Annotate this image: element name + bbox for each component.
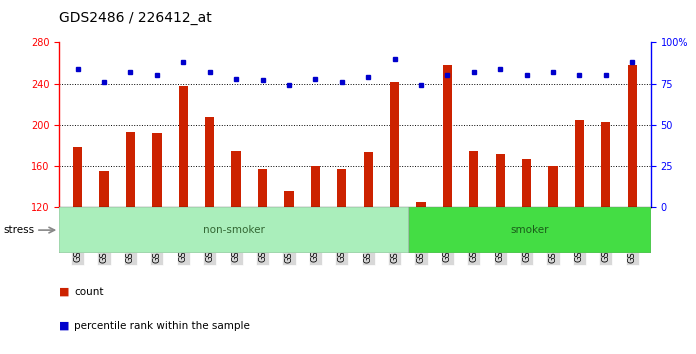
Bar [59, 207, 409, 253]
Text: count: count [74, 287, 104, 297]
Text: GDS2486 / 226412_at: GDS2486 / 226412_at [59, 11, 212, 25]
Bar [522, 159, 531, 331]
Bar [575, 120, 584, 331]
Bar [443, 65, 452, 331]
Bar [152, 133, 161, 331]
Bar [73, 147, 82, 331]
Text: stress: stress [3, 225, 35, 235]
Bar [126, 132, 135, 331]
Bar [284, 190, 294, 331]
Bar [416, 202, 426, 331]
Bar [390, 81, 400, 331]
Bar [179, 86, 188, 331]
Text: smoker: smoker [510, 225, 549, 235]
Bar [363, 152, 373, 331]
Text: percentile rank within the sample: percentile rank within the sample [74, 321, 251, 331]
Bar [548, 166, 557, 331]
Bar [310, 166, 320, 331]
Bar [601, 122, 610, 331]
Bar [469, 150, 478, 331]
Text: ■: ■ [59, 287, 73, 297]
Bar [496, 154, 505, 331]
Bar [100, 171, 109, 331]
Bar [205, 116, 214, 331]
Text: ■: ■ [59, 321, 73, 331]
Bar [258, 169, 267, 331]
Bar [232, 150, 241, 331]
Text: non-smoker: non-smoker [203, 225, 265, 235]
Bar [337, 169, 347, 331]
Bar [409, 207, 651, 253]
Bar [628, 65, 637, 331]
